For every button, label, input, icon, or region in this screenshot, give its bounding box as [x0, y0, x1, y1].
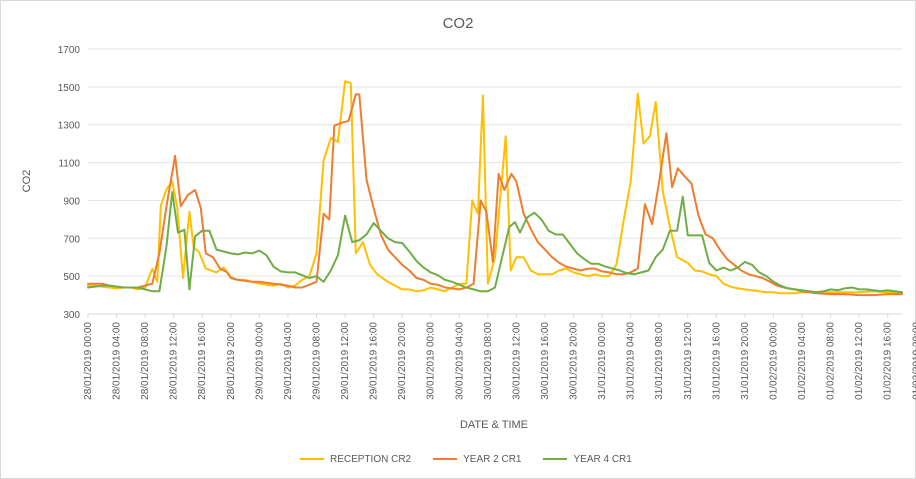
- x-tick-label: 29/01/2019 12:00: [340, 322, 351, 400]
- x-tick-label: 31/01/2019 12:00: [683, 322, 694, 400]
- series-lines: [87, 80, 903, 297]
- x-axis-title: DATE & TIME: [460, 419, 528, 431]
- x-tick-label: 30/01/2019 16:00: [540, 322, 551, 400]
- x-tick-label: 31/01/2019 00:00: [597, 322, 608, 400]
- x-tick-label: 29/01/2019 20:00: [397, 322, 408, 400]
- x-tick-label: 28/01/2019 20:00: [226, 322, 237, 400]
- legend-swatch: [433, 458, 458, 460]
- x-tick-label: 30/01/2019 00:00: [426, 322, 437, 400]
- y-axis-title: CO2: [21, 170, 33, 193]
- legend-label: YEAR 4 CR1: [573, 453, 632, 465]
- legend-item: YEAR 4 CR1: [543, 453, 632, 465]
- axes: 300 500 700 900 1100 1300 1500 1700 28/01/2019 0…: [58, 45, 916, 400]
- legend-label: RECEPTION CR2: [330, 453, 412, 465]
- y-tick-label: 1500: [58, 83, 81, 94]
- y-tick-label: 500: [63, 272, 80, 283]
- x-tick-label: 01/02/2019 20:00: [911, 322, 916, 400]
- x-tick-label: 01/02/2019 12:00: [854, 322, 865, 400]
- gridlines: [88, 48, 902, 315]
- legend-swatch: [543, 458, 568, 460]
- x-tick-label: 31/01/2019 20:00: [740, 322, 751, 400]
- legend-item: RECEPTION CR2: [300, 454, 411, 465]
- x-tick-label: 30/01/2019 04:00: [454, 322, 465, 400]
- x-tick-label: 28/01/2019 16:00: [197, 322, 208, 400]
- y-tick-label: 1300: [58, 121, 81, 132]
- x-tick-label: 30/01/2019 20:00: [569, 322, 580, 400]
- x-tick-label: 28/01/2019 00:00: [83, 322, 94, 400]
- x-tick-label: 01/02/2019 04:00: [797, 322, 808, 400]
- y-tick-label: 1100: [58, 159, 80, 170]
- x-tick-label: 28/01/2019 12:00: [169, 322, 180, 400]
- series-line-year-2-cr1: [87, 93, 903, 297]
- x-tick-label: 01/02/2019 08:00: [826, 322, 837, 400]
- y-tick-label: 300: [63, 310, 80, 321]
- legend-swatch: [300, 458, 324, 460]
- x-tick-label: 29/01/2019 08:00: [311, 322, 322, 400]
- series-line-reception-cr2: [87, 80, 903, 295]
- chart-title: CO2: [443, 15, 474, 32]
- x-tick-label: 30/01/2019 08:00: [483, 322, 494, 400]
- x-tick-label: 29/01/2019 16:00: [369, 322, 380, 400]
- x-tick-label: 31/01/2019 16:00: [711, 322, 722, 400]
- y-tick-label: 1700: [58, 45, 81, 56]
- legend: RECEPTION CR2 YEAR 2 CR1 YEAR 4 CR1: [300, 450, 640, 468]
- x-tick-label: 29/01/2019 04:00: [283, 322, 294, 400]
- series-line-year-4-cr1: [87, 190, 903, 294]
- x-tick-label: 30/01/2019 12:00: [511, 322, 522, 400]
- x-tick-label: 01/02/2019 16:00: [883, 322, 894, 400]
- x-tick-label: 28/01/2019 08:00: [140, 322, 151, 400]
- y-tick-label: 700: [63, 234, 80, 245]
- x-tick-label: 01/02/2019 00:00: [768, 322, 779, 400]
- legend-label: YEAR 2 CR1: [463, 453, 522, 465]
- x-tick-label: 28/01/2019 04:00: [112, 322, 123, 400]
- y-tick-label: 900: [63, 196, 80, 207]
- legend-item: YEAR 2 CR1: [433, 454, 521, 465]
- x-tick-label: 29/01/2019 00:00: [254, 322, 265, 400]
- x-tick-label: 31/01/2019 08:00: [654, 322, 665, 400]
- x-tick-label: 31/01/2019 04:00: [626, 322, 637, 400]
